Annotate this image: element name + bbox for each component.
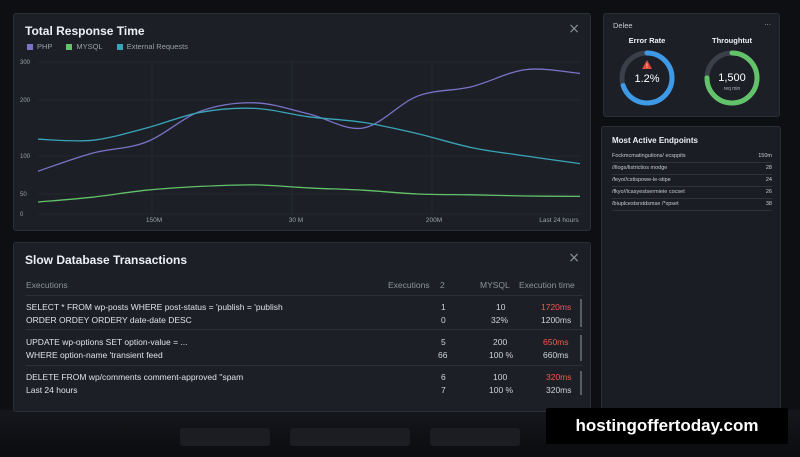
sql-line: SELECT * FROM wp-posts WHERE post-status… — [26, 302, 283, 312]
background-key — [290, 428, 410, 446]
y-tick-label: 0 — [20, 212, 24, 218]
legend-item-mysql[interactable]: MYSQL — [66, 42, 103, 51]
list-item[interactable]: //llogs/listrictios modge 28 — [612, 163, 772, 175]
table-row[interactable]: UPDATE wp-options SET option-value = ...… — [26, 329, 582, 365]
throughput-gauge — [704, 50, 760, 106]
slow-db-panel: Slow Database Transactions × Executions … — [13, 242, 591, 412]
list-item[interactable]: /fkyo//lcasyestsermieie cocset 26 — [612, 187, 772, 199]
warning-icon: ! — [642, 60, 652, 70]
background-key — [180, 428, 270, 446]
throughput-label: Throughtut — [712, 36, 752, 45]
mysql-value: 100 % — [489, 350, 514, 360]
exec-count: 66 — [438, 350, 448, 360]
watermark: hostingoffertoday.com — [546, 408, 788, 444]
exec-time: 1200ms — [541, 315, 572, 325]
mysql-value: 100 — [493, 372, 508, 382]
y-tick-label: 300 — [20, 60, 31, 66]
exec-time: 320ms — [546, 385, 572, 395]
column-header-two[interactable]: 2 — [440, 280, 445, 290]
scrollbar[interactable] — [580, 299, 582, 327]
exec-time: 1720ms — [541, 302, 572, 312]
error-rate-value: 1.2% — [634, 73, 660, 85]
slow-db-title: Slow Database Transactions — [25, 253, 188, 267]
legend-swatch — [66, 43, 73, 50]
exec-count: 1 — [441, 302, 446, 312]
y-tick-label: 100 — [20, 154, 31, 160]
scrollbar[interactable] — [580, 371, 582, 395]
x-tick-label: 200M — [426, 217, 442, 224]
endpoint-path: /fkyo//lcasyestsermieie cocset — [612, 189, 685, 195]
response-time-panel: Total Response Time × PHP MYSQL External… — [13, 13, 591, 231]
error-throughput-panel: Delee ... Error Rate Throughtut ! 1.2% 1… — [603, 13, 780, 117]
series-line-mysql — [37, 184, 581, 203]
mysql-value: 100 % — [489, 385, 514, 395]
more-icon[interactable]: ... — [764, 18, 771, 27]
endpoint-value: 38 — [765, 201, 772, 207]
table-row[interactable]: SELECT * FROM wp-posts WHERE post-status… — [26, 295, 582, 329]
error-rate-gauge — [619, 50, 675, 106]
mysql-value: 32% — [491, 315, 509, 325]
active-endpoints-panel: Most Active Endpoints Fockmcmatingutions… — [601, 126, 781, 412]
legend-item-external[interactable]: External Requests — [116, 42, 188, 51]
mysql-value: 10 — [496, 302, 506, 312]
throughput-value: 1,500 — [718, 72, 746, 84]
exec-time: 660ms — [543, 350, 569, 360]
sql-line: WHERE option-name 'transient feed — [26, 350, 163, 360]
sql-line: Last 24 hours — [26, 385, 78, 395]
endpoint-value: 150m — [758, 153, 772, 159]
endpoint-path: /feyo//cstispowe-le-stipe — [612, 177, 671, 183]
exec-count: 7 — [441, 385, 446, 395]
column-header-mysql[interactable]: MYSQL — [480, 280, 510, 290]
x-tick-label: 150M — [146, 217, 162, 224]
legend-label: External Requests — [126, 42, 188, 51]
exec-count: 5 — [441, 337, 446, 347]
throughput-unit: req min — [723, 86, 741, 92]
svg-text:!: ! — [646, 63, 648, 70]
sql-line: DELETE FROM wp/comments comment-approved… — [26, 372, 244, 382]
y-tick-label: 200 — [20, 98, 31, 104]
sql-line: UPDATE wp-options SET option-value = ... — [26, 337, 188, 347]
response-time-chart: 300 200 100 50 0 150M 30 M 200M Last 24 hours — [20, 60, 581, 224]
close-icon[interactable]: × — [568, 21, 580, 37]
y-tick-label: 50 — [20, 192, 27, 198]
series-line-external-requests — [37, 107, 581, 165]
exec-count: 6 — [441, 372, 446, 382]
legend-swatch — [27, 43, 33, 50]
endpoint-path: //llogs/listrictios modge — [612, 165, 668, 171]
sql-line: ORDER ORDEY ORDERY date-date DESC — [26, 315, 192, 325]
legend-label: PHP — [37, 42, 53, 51]
endpoint-value: 28 — [765, 165, 772, 171]
endpoint-value: 26 — [765, 189, 772, 195]
error-rate-label: Error Rate — [628, 36, 666, 45]
legend-label: MYSQL — [76, 42, 103, 51]
exec-time: 320ms — [546, 372, 572, 382]
scrollbar[interactable] — [580, 335, 582, 361]
panel-title: Delee — [613, 21, 633, 30]
exec-time: 650ms — [543, 337, 569, 347]
chart-legend: PHP MYSQL External Requests — [27, 42, 188, 51]
endpoints-title: Most Active Endpoints — [612, 136, 698, 145]
column-header-executions[interactable]: Executions — [26, 280, 68, 290]
legend-swatch — [116, 43, 123, 50]
list-item[interactable]: Fockmcmatingutions/ ecsppits 150m — [612, 151, 772, 163]
endpoint-path: Fockmcmatingutions/ ecsppits — [612, 153, 686, 159]
endpoint-path: /biuplcestsrstdsmse /*xpset — [612, 201, 679, 207]
list-item[interactable]: /feyo//cstispowe-le-stipe 24 — [612, 175, 772, 187]
legend-item-php[interactable]: PHP — [27, 42, 52, 51]
response-time-title: Total Response Time — [25, 24, 145, 38]
table-row[interactable]: DELETE FROM wp/comments comment-approved… — [26, 365, 582, 399]
exec-count: 0 — [441, 315, 446, 325]
column-header-executions-count[interactable]: Executions — [388, 280, 430, 290]
gauges: ! — [619, 50, 760, 106]
series-line-php — [37, 68, 581, 172]
list-item[interactable]: /biuplcestsrstdsmse /*xpset 38 — [612, 199, 772, 211]
x-tick-label: 30 M — [289, 217, 303, 224]
background-key — [430, 428, 520, 446]
mysql-value: 200 — [493, 337, 508, 347]
column-header-execution-time[interactable]: Execution time — [519, 280, 575, 290]
close-icon[interactable]: × — [568, 250, 580, 266]
x-tick-label: Last 24 hours — [539, 217, 579, 224]
endpoint-value: 24 — [765, 177, 772, 183]
